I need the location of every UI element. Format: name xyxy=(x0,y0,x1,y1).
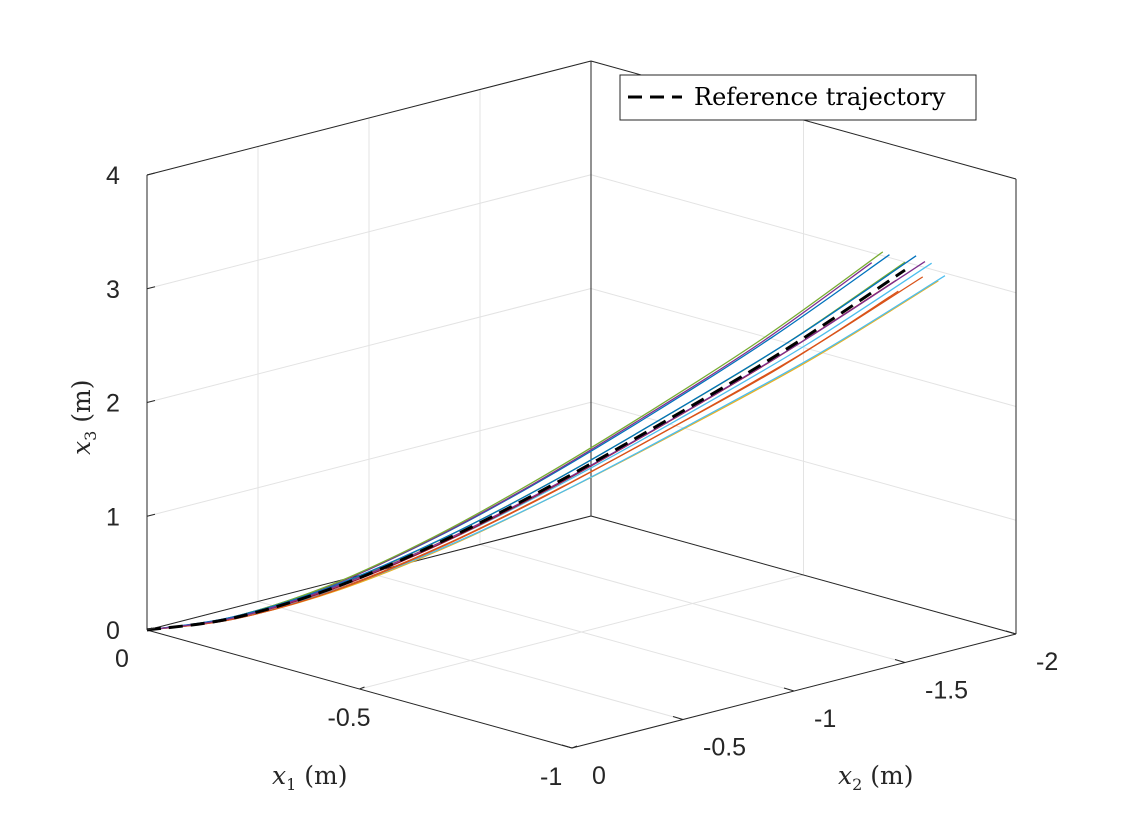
tick-labels: 0 -0.5 -1 0 -0.5 -1 -1.5 -2 0 1 2 3 4 xyxy=(106,162,1058,791)
trial-trajectory-6 xyxy=(146,262,932,631)
x3-tick-mark xyxy=(146,286,156,290)
grid-line-x3 xyxy=(146,174,592,290)
trial-trajectory-11 xyxy=(146,290,899,631)
grid-line-x2 xyxy=(479,544,906,663)
grid-line-x3 xyxy=(146,288,592,403)
x3-tick-mark xyxy=(146,627,156,631)
x2-tick-label: -1 xyxy=(814,705,836,733)
trial-trajectory-7 xyxy=(146,279,897,631)
trial-trajectory-4 xyxy=(146,262,873,631)
x3-tick-label: 3 xyxy=(106,276,120,304)
x2-tick-mark xyxy=(894,659,906,663)
trial-trajectory-9 xyxy=(146,251,884,631)
x2-tick-label: -1.5 xyxy=(925,677,968,705)
trial-trajectory-8 xyxy=(146,275,946,631)
grid-line-x3 xyxy=(146,401,592,517)
x2-tick-mark xyxy=(561,744,573,749)
x3-tick-mark xyxy=(146,172,156,176)
x2-axis-label: x2 (m) xyxy=(838,761,913,794)
x1-tick-label: 0 xyxy=(115,645,129,673)
grid-line-x2 xyxy=(368,572,795,692)
x2-tick-mark xyxy=(672,716,684,720)
trial-trajectory-3 xyxy=(146,280,939,631)
axis-box-edge xyxy=(146,60,592,176)
x1-tick-label: -1 xyxy=(540,763,562,791)
x2-tick-mark xyxy=(1005,630,1017,635)
grid-line-x2 xyxy=(257,601,684,720)
x1-tick-mark xyxy=(571,745,578,749)
legend-label-reference: Reference trajectory xyxy=(694,83,946,111)
x2-tick-mark xyxy=(783,687,795,692)
x3-tick-label: 1 xyxy=(106,503,120,531)
x3-tick-label: 0 xyxy=(106,617,120,645)
x2-tick-label: -2 xyxy=(1036,648,1058,676)
grid-line-x3 xyxy=(590,288,1017,407)
trajectory-lines xyxy=(146,251,946,632)
x3-tick-label: 2 xyxy=(106,390,120,418)
grid-line-x3 xyxy=(590,174,1017,294)
x3-tick-mark xyxy=(146,400,156,403)
x1-tick-label: -0.5 xyxy=(328,704,371,732)
x3-axis-label: x3 (m) xyxy=(67,380,100,455)
trial-trajectory-12 xyxy=(146,260,926,631)
x3-tick-label: 4 xyxy=(106,162,120,190)
x1-tick-mark xyxy=(359,686,365,690)
trial-trajectory-5 xyxy=(146,261,906,631)
x2-tick-label: 0 xyxy=(592,762,606,790)
axis-box-edge xyxy=(590,515,1017,635)
x3-tick-mark xyxy=(146,513,156,517)
x1-axis-label: x1 (m) xyxy=(272,761,347,794)
reference-trajectory-line xyxy=(146,268,906,632)
grid-lines xyxy=(146,60,1017,749)
legend: Reference trajectory xyxy=(619,74,977,121)
x2-tick-label: -0.5 xyxy=(703,734,746,762)
